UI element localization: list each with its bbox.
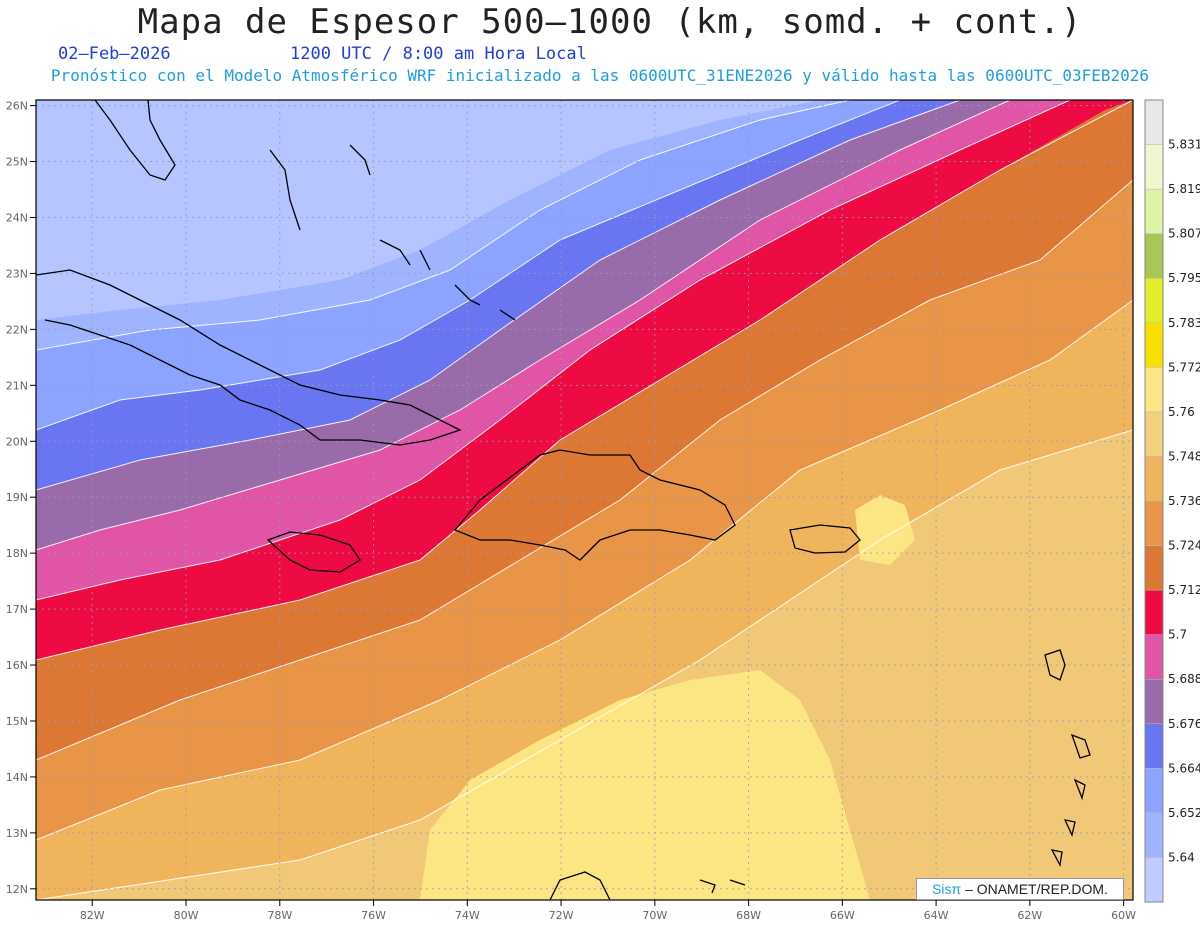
colorbar-label: 5.807 bbox=[1168, 227, 1200, 241]
colorbar-swatch bbox=[1144, 589, 1164, 635]
y-tick-label: 26N bbox=[6, 100, 28, 113]
lesser-antilles bbox=[1044, 649, 1091, 868]
lat-lon-grid bbox=[36, 100, 1133, 900]
colorbar-label: 5.676 bbox=[1168, 717, 1200, 731]
y-axis: 12N 13N 14N 15N 16N 17N 18N 19N 20N 21N 22N 23N 24N 2… bbox=[6, 100, 36, 896]
x-tick-label: 62W bbox=[1017, 909, 1042, 922]
x-tick-label: 64W bbox=[924, 909, 949, 922]
colorbar-swatch bbox=[1144, 634, 1164, 680]
colorbar-swatch bbox=[1144, 367, 1164, 413]
model-info-subtitle: Pronóstico con el Modelo Atmosférico WRF… bbox=[50, 66, 1150, 85]
map-title: Mapa de Espesor 500–1000 (km, somd. + co… bbox=[137, 2, 1083, 42]
y-tick-label: 14N bbox=[6, 771, 28, 784]
y-tick-label: 13N bbox=[6, 827, 28, 840]
colorbar-swatch bbox=[1144, 233, 1164, 279]
colorbar-swatch bbox=[1144, 188, 1164, 234]
florida-coast bbox=[94, 100, 176, 181]
x-tick-label: 72W bbox=[549, 909, 574, 922]
y-tick-label: 19N bbox=[6, 491, 28, 504]
colorbar-swatch bbox=[1144, 812, 1164, 858]
colorbar-label: 5.736 bbox=[1168, 494, 1200, 508]
colorbar-swatch bbox=[1144, 456, 1164, 502]
band-5760-puerto-rico bbox=[855, 495, 915, 565]
y-tick-label: 22N bbox=[6, 323, 28, 336]
colorbar-label: 5.64 bbox=[1168, 850, 1195, 864]
bahamas-islands bbox=[269, 144, 516, 321]
credit-box: Sisπ – ONAMET/REP.DOM. bbox=[916, 878, 1124, 900]
colorbar-swatch bbox=[1144, 411, 1164, 457]
puerto-rico-coast bbox=[789, 524, 861, 554]
colorbar-label: 5.831 bbox=[1168, 138, 1200, 152]
colorbar-swatch bbox=[1144, 545, 1164, 591]
jamaica-coast bbox=[266, 531, 361, 573]
sispi-brand: Sisπ bbox=[932, 881, 962, 897]
x-tick-label: 66W bbox=[830, 909, 855, 922]
y-tick-label: 18N bbox=[6, 547, 28, 560]
band-below-5640 bbox=[36, 100, 820, 320]
hispaniola-coast bbox=[453, 449, 736, 561]
colorbar-swatch bbox=[1144, 144, 1164, 190]
x-tick-label: 70W bbox=[642, 909, 667, 922]
colorbar-label: 5.76 bbox=[1168, 405, 1195, 419]
colorbar-swatch bbox=[1144, 768, 1164, 814]
x-axis: 82W 80W 78W 76W 74W 72W 70W 68W 66W 64W 62W 60W bbox=[80, 900, 1136, 922]
forecast-date: 02–Feb–2026 bbox=[58, 44, 171, 64]
colorbar-label: 5.652 bbox=[1168, 806, 1200, 820]
colorbar-label: 5.795 bbox=[1168, 271, 1200, 285]
band-5760-south bbox=[420, 670, 870, 900]
x-tick-label: 76W bbox=[361, 909, 386, 922]
x-tick-label: 78W bbox=[267, 909, 292, 922]
colorbar-label: 5.783 bbox=[1168, 316, 1200, 330]
y-tick-label: 16N bbox=[6, 659, 28, 672]
y-tick-label: 20N bbox=[6, 435, 28, 448]
y-tick-label: 24N bbox=[6, 211, 28, 224]
x-tick-label: 74W bbox=[455, 909, 480, 922]
colorbar-swatch bbox=[1144, 723, 1164, 769]
x-tick-label: 60W bbox=[1111, 909, 1136, 922]
colorbar-label: 5.724 bbox=[1168, 539, 1200, 553]
forecast-time: 1200 UTC / 8:00 am Hora Local bbox=[290, 44, 587, 64]
y-tick-label: 23N bbox=[6, 267, 28, 280]
coastlines bbox=[36, 100, 1091, 900]
y-tick-label: 17N bbox=[6, 603, 28, 616]
y-tick-label: 12N bbox=[6, 883, 28, 896]
colorbar-label: 5.688 bbox=[1168, 672, 1200, 686]
x-tick-label: 80W bbox=[174, 909, 199, 922]
colorbar-label: 5.712 bbox=[1168, 583, 1200, 597]
map-frame bbox=[35, 99, 1134, 901]
y-tick-label: 21N bbox=[6, 379, 28, 392]
x-tick-label: 82W bbox=[80, 909, 105, 922]
colorbar-label: 5.664 bbox=[1168, 761, 1200, 775]
colorbar-swatch bbox=[1144, 277, 1164, 324]
colorbar-swatch bbox=[1144, 99, 1164, 145]
colorbar-label: 5.7 bbox=[1168, 628, 1187, 642]
cuba-coast bbox=[36, 269, 462, 446]
y-tick-label: 25N bbox=[6, 156, 28, 169]
colorbar-swatch bbox=[1144, 500, 1164, 546]
colorbar-label: 5.819 bbox=[1168, 182, 1200, 196]
colorbar: 5.64 5.652 5.664 5.676 5.688 5.7 5.712 5.724 5.7… bbox=[1144, 99, 1200, 903]
south-america-coast bbox=[549, 871, 746, 900]
x-tick-label: 68W bbox=[736, 909, 761, 922]
colorbar-swatch bbox=[1144, 857, 1164, 903]
credit-text: – ONAMET/REP.DOM. bbox=[961, 881, 1108, 897]
contour-lines bbox=[36, 100, 1133, 900]
colorbar-label: 5.748 bbox=[1168, 449, 1200, 463]
y-tick-label: 15N bbox=[6, 715, 28, 728]
colorbar-label: 5.772 bbox=[1168, 360, 1200, 374]
thickness-bands bbox=[36, 100, 1133, 900]
colorbar-frame bbox=[1144, 99, 1164, 903]
colorbar-swatch bbox=[1144, 322, 1164, 368]
colorbar-swatch bbox=[1144, 678, 1164, 725]
